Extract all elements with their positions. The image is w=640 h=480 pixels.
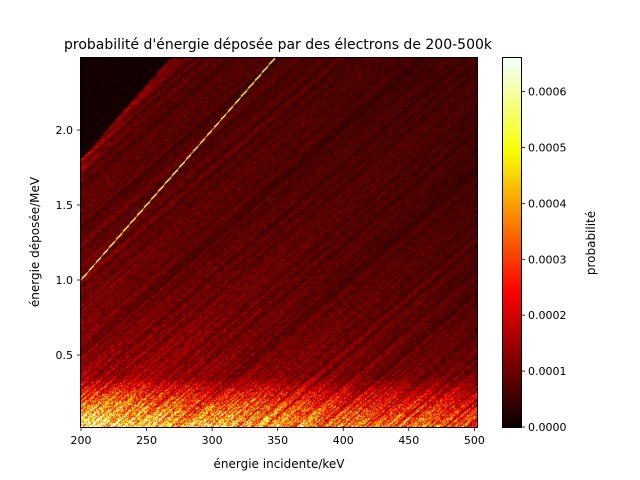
- x-tick-label: 350: [267, 434, 288, 447]
- x-axis-label: énergie incidente/keV: [214, 457, 346, 471]
- chart-title: probabilité d'énergie déposée par des él…: [64, 37, 493, 53]
- colorbar-tick-label: 0.0001: [528, 365, 567, 378]
- x-tick-label: 250: [136, 434, 157, 447]
- x-tick-label: 500: [464, 434, 485, 447]
- x-axis-ticks: 200 250 300 350 400 450 500: [71, 427, 485, 447]
- y-tick-label: 2.0: [56, 124, 74, 137]
- colorbar-tick-label: 0.0003: [528, 253, 567, 266]
- x-tick-label: 450: [398, 434, 419, 447]
- heatmap-plot: [81, 58, 477, 427]
- colorbar-tick-label: 0.0000: [528, 421, 567, 434]
- colorbar-tick-label: 0.0005: [528, 141, 567, 154]
- x-tick-label: 400: [333, 434, 354, 447]
- colorbar-ticks: 0.0000 0.0001 0.0002 0.0003 0.0004 0.0005 0.00…: [521, 86, 567, 434]
- x-tick-label: 200: [71, 434, 92, 447]
- plot-area-frame: [80, 57, 478, 428]
- y-tick-label: 1.5: [56, 199, 74, 212]
- colorbar: [503, 58, 521, 427]
- y-axis-label: énergie déposée/MeV: [28, 176, 42, 307]
- y-axis-ticks: 0.5 1.0 1.5 2.0: [56, 124, 81, 362]
- y-tick-label: 1.0: [56, 274, 74, 287]
- colorbar-tick-label: 0.0006: [528, 86, 567, 99]
- colorbar-frame: [502, 57, 522, 428]
- colorbar-label: probabilité: [584, 211, 598, 275]
- colorbar-tick-label: 0.0004: [528, 197, 567, 210]
- x-tick-label: 300: [202, 434, 223, 447]
- y-tick-label: 0.5: [56, 349, 74, 362]
- colorbar-tick-label: 0.0002: [528, 309, 567, 322]
